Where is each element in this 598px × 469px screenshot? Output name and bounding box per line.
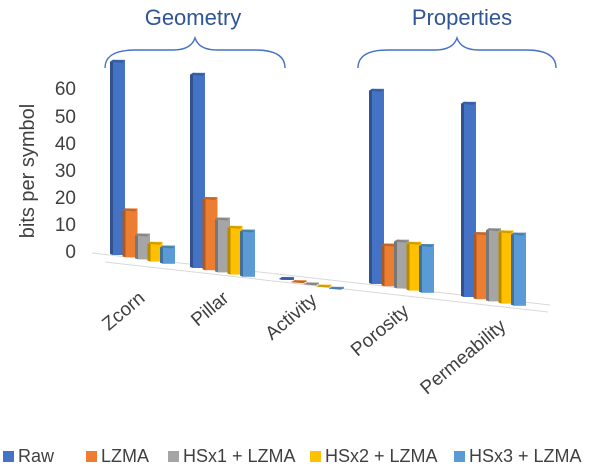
- bar-permeability-hsx2-lzma: [498, 230, 514, 304]
- y-axis-label: bits per symbol: [17, 104, 39, 239]
- bar-zcorn-raw: [110, 59, 125, 255]
- group-label-properties: Properties: [412, 5, 512, 30]
- bar-porosity-hsx2-lzma: [406, 241, 422, 291]
- bar-permeability-lzma: [473, 232, 489, 300]
- legend-item-hsx1-lzma: HSx1 + LZMA: [168, 446, 296, 466]
- legend-label: LZMA: [101, 446, 149, 466]
- bar-pillar-raw: [190, 72, 205, 268]
- bar-zcorn-hsx1-lzma: [135, 233, 150, 260]
- bar-pillar-hsx2-lzma: [227, 225, 243, 275]
- bar-porosity-lzma: [381, 243, 397, 287]
- bar-zcorn-lzma: [122, 208, 138, 258]
- y-tick-label: 50: [55, 107, 76, 128]
- legend-item-raw: Raw: [3, 446, 55, 466]
- legend-item-lzma: LZMA: [86, 446, 149, 466]
- legend-swatch: [3, 451, 14, 462]
- legend-swatch: [168, 451, 179, 462]
- legend-swatch: [454, 451, 465, 462]
- brace-geometry: [104, 35, 286, 69]
- bar-permeability-raw: [461, 101, 476, 297]
- group-label-geometry: Geometry: [145, 5, 242, 30]
- y-tick-label: 20: [55, 188, 76, 209]
- y-tick-label: 10: [55, 215, 76, 236]
- x-tick-label-zcorn: Zcorn: [99, 288, 150, 335]
- bar-porosity-hsx3-lzma: [419, 244, 434, 293]
- bar-permeability-hsx1-lzma: [486, 228, 501, 302]
- bar-pillar-hsx1-lzma: [215, 217, 230, 273]
- bar-zcorn-hsx3-lzma: [160, 245, 175, 264]
- bar-pillar-lzma: [202, 197, 218, 271]
- legend-label: HSx1 + LZMA: [183, 446, 296, 466]
- category-porosity: [369, 88, 434, 293]
- bar-pillar-hsx3-lzma: [240, 229, 255, 277]
- bar-activity-hsx3-lzma: [329, 286, 344, 290]
- x-tick-label-pillar: Pillar: [187, 287, 233, 331]
- brace-properties: [357, 35, 557, 69]
- x-tick-label-porosity: Porosity: [347, 300, 413, 361]
- category-permeability: [461, 101, 526, 306]
- y-tick-label: 60: [55, 79, 76, 100]
- bar-activity-hsx2-lzma: [316, 284, 332, 288]
- legend-item-hsx3-lzma: HSx3 + LZMA: [454, 446, 582, 466]
- x-tick-label-activity: Activity: [262, 289, 322, 344]
- category-activity: [279, 276, 344, 290]
- bar-zcorn-hsx2-lzma: [147, 241, 163, 262]
- bar-activity-raw: [279, 276, 294, 280]
- bar-permeability-hsx3-lzma: [511, 232, 526, 306]
- bar-activity-hsx1-lzma: [304, 282, 319, 286]
- y-tick-label: 0: [65, 242, 76, 263]
- bar-activity-lzma: [291, 280, 307, 284]
- bar-porosity-raw: [369, 88, 384, 284]
- legend-label: Raw: [18, 446, 55, 466]
- category-pillar: [190, 72, 255, 277]
- category-zcorn: [110, 59, 175, 264]
- y-tick-label: 40: [55, 134, 76, 155]
- legend-label: HSx3 + LZMA: [469, 446, 582, 466]
- legend-label: HSx2 + LZMA: [325, 446, 438, 466]
- x-tick-label-permeability: Permeability: [417, 315, 511, 399]
- legend-item-hsx2-lzma: HSx2 + LZMA: [310, 446, 438, 466]
- legend-swatch: [86, 451, 97, 462]
- legend-swatch: [310, 451, 321, 462]
- bar-porosity-hsx1-lzma: [394, 239, 409, 289]
- y-tick-label: 30: [55, 161, 76, 182]
